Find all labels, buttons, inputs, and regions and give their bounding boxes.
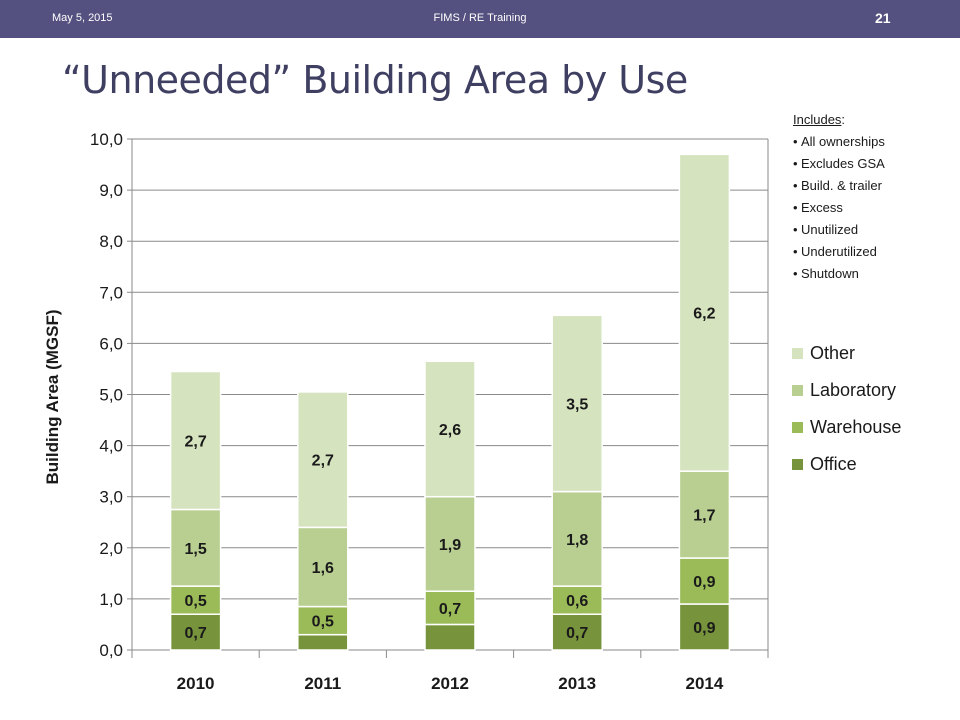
bullet-icon: •	[793, 156, 798, 171]
x-tick-label: 2013	[558, 674, 596, 693]
bullet-icon: •	[793, 178, 798, 193]
bar-segment-other	[551, 314, 603, 493]
bar-segment-other	[297, 391, 349, 529]
notes-item: • All ownerships	[793, 131, 885, 153]
data-label: 1,9	[439, 537, 461, 554]
data-label: 0,9	[693, 620, 715, 637]
x-tick-label: 2011	[304, 674, 341, 693]
data-label: 2,7	[312, 453, 334, 470]
legend-swatch	[792, 422, 803, 433]
y-tick-label: 4,0	[99, 437, 123, 456]
data-label: 2,6	[439, 422, 461, 439]
data-label: 6,2	[693, 306, 715, 323]
bar-segment-other	[678, 153, 731, 472]
notes-item-label: Unutilized	[801, 222, 859, 237]
data-label: 1,6	[312, 560, 334, 577]
data-label: 2,7	[184, 433, 206, 450]
bar-segment-other	[424, 360, 476, 498]
y-axis-label: Building Area (MGSF)	[43, 309, 62, 484]
notes-item-label: Excess	[801, 200, 843, 215]
y-tick-label: 8,0	[99, 232, 123, 251]
notes-item-label: All ownerships	[801, 134, 885, 149]
notes-item: • Underutilized	[793, 241, 885, 263]
page-number: 21	[875, 10, 891, 26]
data-label: 0,9	[693, 574, 715, 591]
notes-item-label: Excludes GSA	[801, 156, 885, 171]
y-tick-label: 5,0	[99, 386, 123, 405]
data-label: 0,7	[184, 625, 206, 642]
bullet-icon: •	[793, 266, 798, 281]
data-label: 0,7	[439, 601, 461, 618]
notes-item: • Excludes GSA	[793, 153, 885, 175]
legend-label: Warehouse	[810, 417, 902, 437]
slide-title: “Unneeded” Building Area by Use	[62, 58, 688, 102]
x-tick-label: 2010	[177, 674, 215, 693]
notes-item-label: Build. & trailer	[801, 178, 882, 193]
legend-swatch	[792, 459, 803, 470]
notes-heading-colon: :	[841, 112, 846, 127]
y-tick-label: 0,0	[99, 641, 123, 660]
x-tick-label: 2012	[431, 674, 469, 693]
data-label: 0,7	[566, 625, 588, 642]
data-label: 3,5	[566, 396, 588, 413]
bar-segment-laboratory	[424, 495, 476, 592]
notes-item-label: Shutdown	[801, 266, 859, 281]
legend-label: Laboratory	[810, 380, 897, 400]
bar-segment-office	[678, 603, 731, 651]
slide-header-bar: May 5, 2015 FIMS / RE Training 21	[0, 0, 960, 38]
y-tick-label: 2,0	[99, 539, 123, 558]
notes-item: • Shutdown	[793, 263, 885, 285]
notes-list: • All ownerships • Excludes GSA • Build. & tr…	[793, 131, 885, 285]
legend-swatch	[792, 348, 803, 359]
bullet-icon: •	[793, 244, 798, 259]
y-tick-label: 6,0	[99, 334, 123, 353]
bar-segment-office	[297, 633, 349, 651]
legend-label: Other	[810, 343, 856, 363]
y-tick-label: 7,0	[99, 283, 123, 302]
bar-segment-warehouse	[297, 605, 349, 636]
bar-segment-laboratory	[297, 526, 349, 608]
bullet-icon: •	[793, 134, 798, 149]
y-tick-label: 1,0	[99, 590, 123, 609]
data-label: 0,6	[566, 593, 588, 610]
y-tick-label: 3,0	[99, 488, 123, 507]
y-tick-label: 9,0	[99, 181, 123, 200]
header-date: May 5, 2015	[52, 12, 113, 24]
notes-item: • Excess	[793, 197, 885, 219]
header-footer-text: FIMS / RE Training	[433, 12, 527, 24]
bar-segment-office	[551, 613, 603, 651]
bullet-icon: •	[793, 200, 798, 215]
legend-label: Office	[810, 454, 857, 474]
bar-segment-warehouse	[424, 590, 476, 626]
bar-segment-laboratory	[169, 508, 222, 587]
y-tick-label: 10,0	[90, 130, 123, 149]
data-label: 1,5	[184, 541, 206, 558]
legend-swatch	[792, 385, 803, 396]
data-label: 0,5	[184, 593, 206, 610]
notes-item: • Build. & trailer	[793, 175, 885, 197]
bar-segment-office	[424, 623, 476, 651]
bullet-icon: •	[793, 222, 798, 237]
data-label: 0,5	[312, 614, 334, 631]
notes-item: • Unutilized	[793, 219, 885, 241]
notes-item-label: Underutilized	[801, 244, 877, 259]
bar-segment-other	[169, 370, 222, 511]
x-tick-label: 2014	[685, 674, 723, 693]
data-label: 1,7	[693, 508, 715, 525]
data-label: 1,8	[566, 532, 588, 549]
includes-notes: Includes: • All ownerships • Excludes GSA • B…	[793, 109, 885, 285]
notes-heading: Includes	[793, 112, 842, 127]
